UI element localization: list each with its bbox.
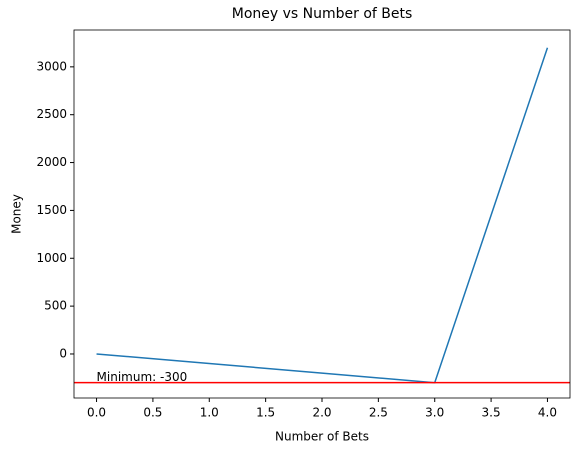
x-tick-label: 3.0 <box>425 406 444 420</box>
y-tick-label: 3000 <box>36 59 67 73</box>
x-tick-label: 3.5 <box>482 406 501 420</box>
y-tick-label: 1500 <box>36 203 67 217</box>
x-tick-label: 0.0 <box>87 406 106 420</box>
y-tick-label: 1000 <box>36 251 67 265</box>
x-tick-label: 1.0 <box>200 406 219 420</box>
y-axis-label: Money <box>10 194 24 234</box>
x-tick-label: 4.0 <box>538 406 557 420</box>
x-tick-label: 2.0 <box>312 406 331 420</box>
x-tick-label: 2.5 <box>369 406 388 420</box>
y-tick-label: 0 <box>59 346 67 360</box>
y-tick-label: 500 <box>44 299 67 313</box>
data-line <box>96 47 549 384</box>
x-tick-label: 0.5 <box>143 406 162 420</box>
plot-frame <box>73 29 571 399</box>
y-tick-label: 2500 <box>36 107 67 121</box>
chart-title: Money vs Number of Bets <box>232 6 413 22</box>
x-axis-label: Number of Bets <box>275 430 369 444</box>
x-tick-label: 1.5 <box>256 406 275 420</box>
y-tick-label: 2000 <box>36 155 67 169</box>
annotation: Minimum: -300 <box>97 370 188 384</box>
